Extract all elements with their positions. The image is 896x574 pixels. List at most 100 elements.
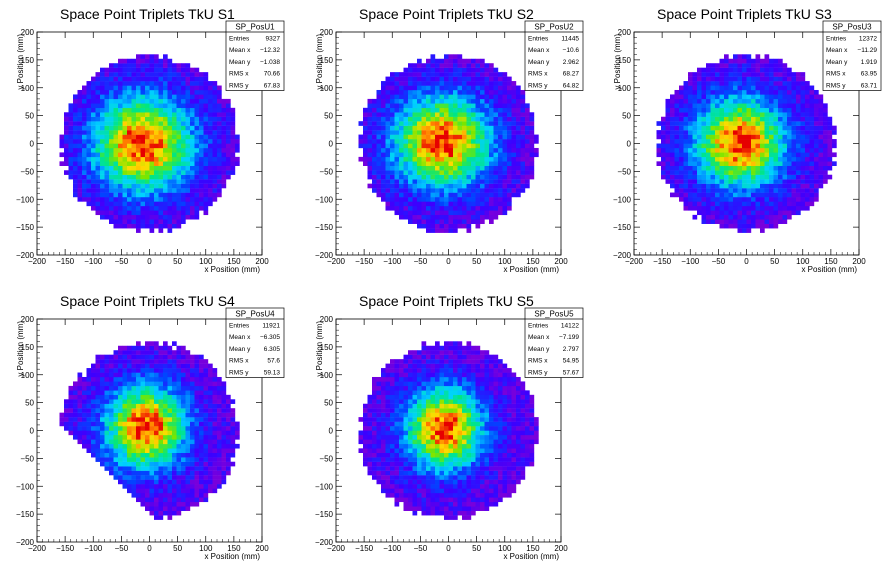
heatmap-cell [430, 174, 436, 180]
heatmap-cell [435, 165, 440, 171]
heatmap-cell [385, 152, 391, 158]
heatmap-cell [796, 89, 801, 95]
y-tick-label: −50 [20, 454, 34, 463]
heatmap-cell [688, 139, 693, 144]
heatmap-cell [172, 430, 177, 436]
heatmap-cell [154, 372, 159, 378]
heatmap-cell [679, 89, 684, 95]
heatmap-cell [800, 174, 806, 180]
heatmap-cell [715, 170, 720, 175]
heatmap-cell [448, 103, 454, 109]
heatmap-cell [208, 372, 213, 378]
heatmap-cell [385, 121, 391, 126]
heatmap-cell [376, 192, 382, 198]
heatmap-cell [208, 112, 213, 117]
heatmap-cell [149, 408, 155, 413]
heatmap-cell [818, 134, 824, 140]
heatmap-cell [136, 390, 141, 396]
heatmap-cell [136, 426, 141, 431]
heatmap-cell [399, 210, 404, 216]
heatmap-cell [683, 192, 689, 198]
heatmap-cell [773, 147, 779, 153]
heatmap-cell [746, 192, 752, 198]
heatmap-cell [498, 72, 503, 77]
heatmap-cell [493, 121, 499, 126]
heatmap-cell [91, 192, 96, 198]
heatmap-cell [149, 506, 155, 511]
heatmap-cell [692, 183, 698, 189]
heatmap-cell [823, 179, 828, 184]
heatmap-cell [154, 67, 159, 73]
heatmap-cells [358, 341, 539, 520]
heatmap-cell [64, 116, 69, 122]
heatmap-cell [688, 174, 693, 180]
heatmap-cell [91, 381, 96, 387]
heatmap-cell [782, 152, 788, 158]
heatmap-cell [158, 183, 164, 189]
x-tick-label: −100 [383, 257, 402, 266]
heatmap-cell [100, 130, 105, 135]
heatmap-cell [692, 188, 698, 193]
heatmap-cell [100, 214, 105, 220]
heatmap-cell [706, 125, 711, 131]
heatmap-cell [439, 107, 445, 113]
heatmap-cell [507, 201, 512, 207]
heatmap-cell [91, 183, 96, 189]
heatmap-cell [408, 161, 413, 166]
heatmap-cell [421, 98, 427, 104]
heatmap-cell [746, 219, 752, 224]
heatmap-cell [77, 430, 83, 436]
heatmap-cell [176, 466, 182, 471]
heatmap-cell [167, 179, 173, 184]
heatmap-cell [480, 139, 485, 144]
heatmap-cell [390, 156, 395, 162]
heatmap-cell [453, 201, 458, 207]
heatmap-cell [800, 165, 806, 171]
heatmap-cell [95, 443, 101, 449]
heatmap-cell [453, 143, 458, 149]
heatmap-cell [719, 121, 725, 126]
heatmap-cell [742, 147, 747, 153]
heatmap-cell [140, 385, 146, 391]
heatmap-cell [489, 210, 494, 216]
heatmap-cell [439, 125, 445, 131]
heatmap-cell [190, 165, 195, 171]
heatmap-cell [212, 139, 218, 144]
heatmap-cell [791, 94, 797, 100]
heatmap-cell [109, 125, 114, 131]
heatmap-cell [172, 170, 177, 175]
heatmap-cell [507, 152, 512, 158]
heatmap-cell [172, 484, 177, 489]
heatmap-cell [131, 488, 137, 494]
heatmap-cell [525, 121, 530, 126]
heatmap-cell [516, 143, 521, 149]
heatmap-cell [194, 381, 200, 387]
heatmap-cell [710, 219, 716, 224]
heatmap-cell [778, 143, 783, 149]
heatmap-cell [683, 112, 689, 117]
heatmap-cell [520, 134, 526, 140]
heatmap-cell [140, 457, 146, 462]
heatmap-cell [226, 426, 231, 431]
heatmap-cell [176, 152, 182, 158]
heatmap-cell [733, 210, 738, 216]
heatmap-cell [502, 143, 508, 149]
heatmap-cell [172, 121, 177, 126]
heatmap-cell [190, 497, 195, 503]
heatmap-cell [118, 345, 123, 351]
heatmap-cell [719, 147, 725, 153]
heatmap-cell [778, 201, 783, 207]
heatmap-cell [421, 116, 427, 122]
stats-row-label: Entries [229, 323, 250, 330]
heatmap-cell [77, 399, 83, 404]
heatmap-cell [480, 143, 485, 149]
heatmap-cell [145, 130, 150, 135]
heatmap-cell [217, 107, 222, 113]
heatmap-cell [502, 183, 508, 189]
heatmap-cell [100, 421, 105, 427]
heatmap-cell [674, 98, 680, 104]
heatmap-cell [185, 139, 191, 144]
heatmap-cell [100, 372, 105, 378]
heatmap-cell [502, 192, 508, 198]
heatmap-cell [82, 417, 87, 422]
